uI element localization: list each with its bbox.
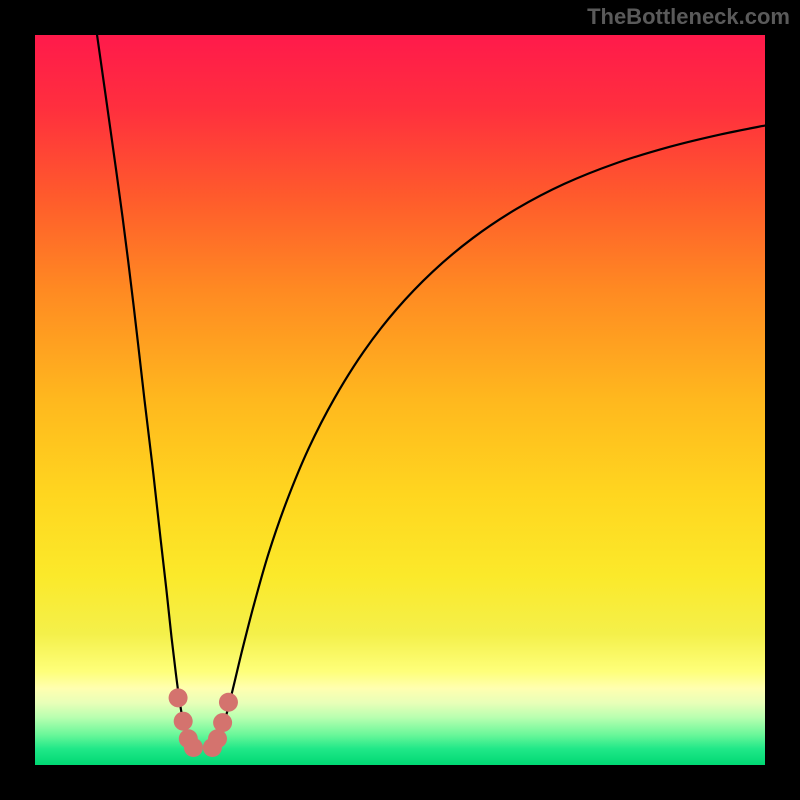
marker-dot <box>169 688 188 707</box>
marker-dot <box>219 693 238 712</box>
marker-dot <box>208 729 227 748</box>
chart-container: TheBottleneck.com <box>0 0 800 800</box>
watermark-text: TheBottleneck.com <box>587 4 790 30</box>
marker-dot <box>174 712 193 731</box>
plot-svg <box>0 0 800 800</box>
marker-dot <box>213 713 232 732</box>
marker-dot <box>184 738 203 757</box>
